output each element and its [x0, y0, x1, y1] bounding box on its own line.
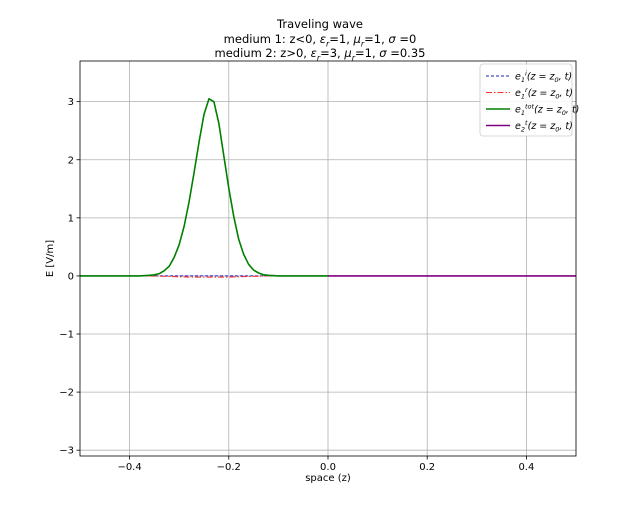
y-tick-label: 0 [68, 271, 74, 282]
legend-label-fragment: 1 [521, 109, 525, 117]
title-fragment: σ [379, 46, 387, 60]
title-fragment: r [316, 53, 321, 63]
chart-title-line: Traveling wave [0, 17, 640, 31]
legend-label-fragment: t [525, 119, 528, 127]
series-line [80, 98, 328, 277]
legend-label-fragment: (z = z [527, 72, 556, 83]
y-tick-label: −3 [59, 446, 74, 457]
legend-label-fragment: 2 [521, 126, 525, 134]
title-fragment: Traveling wave [277, 17, 363, 31]
x-tick-label: −0.2 [217, 462, 241, 473]
title-fragment: ε [310, 46, 317, 60]
title-fragment: =3, [320, 46, 345, 60]
title-fragment: μ [344, 46, 352, 60]
legend-label: e2​t​(z = z0​, t) [515, 119, 573, 134]
title-fragment: r [360, 39, 365, 49]
legend-label: e1​i​(z = z0​, t) [515, 70, 572, 85]
legend-label-fragment: e [515, 121, 521, 132]
y-tick-label: 3 [68, 97, 74, 108]
legend-label-fragment: tot [525, 103, 535, 111]
series-line [80, 275, 328, 278]
y-tick-label: −1 [59, 330, 74, 341]
legend-label-fragment: , t) [559, 121, 572, 132]
legend-label-fragment: (z = z [534, 105, 563, 116]
legend: e1​i​(z = z0​, t)e1​r​(z = z0​, t) e1​tot… [479, 63, 579, 137]
y-tick-label: 2 [68, 155, 74, 166]
legend-label-fragment: 0 [562, 109, 566, 117]
chart-title-line: medium 2: z>0, εr=3, μr=1, σ =0.35 [0, 46, 640, 63]
legend-label: e1​r​(z = z0​, t) [515, 86, 573, 101]
title-fragment: =0.35 [386, 46, 426, 60]
title-fragment: μ [353, 32, 361, 46]
legend-label-fragment: 0 [555, 126, 559, 134]
legend-label-fragment: 0 [555, 76, 559, 84]
legend-label-fragment: 1 [521, 93, 525, 101]
legend-label-fragment: , t) [559, 72, 572, 83]
legend-label-fragment: i [525, 70, 527, 78]
x-tick-label: 0.0 [320, 462, 336, 473]
legend-label-fragment: , t) [566, 105, 579, 116]
title-fragment: =1, [329, 32, 354, 46]
legend-label-fragment: e [515, 88, 521, 99]
title-fragment: =1, [355, 46, 380, 60]
legend-label-fragment: (z = z [528, 88, 557, 99]
legend-label-fragment: 1 [521, 76, 525, 84]
legend-label-fragment: 0 [555, 93, 559, 101]
y-tick-label: 1 [68, 213, 74, 224]
title-fragment: medium 2: z>0, [214, 46, 311, 60]
legend-label-fragment: (z = z [528, 121, 557, 132]
x-tick-label: 0.2 [419, 462, 435, 473]
title-fragment: medium 1: z<0, [223, 32, 320, 46]
y-axis-label: E [V/m] [45, 240, 56, 277]
x-tick-label: −0.4 [117, 462, 141, 473]
x-axis-label: space (z) [305, 473, 351, 484]
chart-title-line: medium 1: z<0, εr=1, μr=1, σ =0 [0, 32, 640, 49]
legend-box [479, 63, 573, 137]
legend-label-fragment: , t) [560, 88, 573, 99]
legend-label-fragment: r [525, 86, 529, 94]
legend-label-fragment: e [515, 72, 521, 83]
title-fragment: σ [388, 32, 396, 46]
y-tick-label: −2 [59, 388, 74, 399]
title-fragment: ε [319, 32, 326, 46]
title-fragment: r [351, 53, 355, 63]
title-fragment: r [325, 39, 330, 49]
x-tick-label: 0.4 [518, 462, 534, 473]
title-fragment: =0 [395, 32, 417, 46]
legend-label-fragment: e [515, 105, 521, 116]
legend-label: e1​tot​(z = z0​, t) [515, 103, 579, 118]
title-fragment: =1, [364, 32, 389, 46]
